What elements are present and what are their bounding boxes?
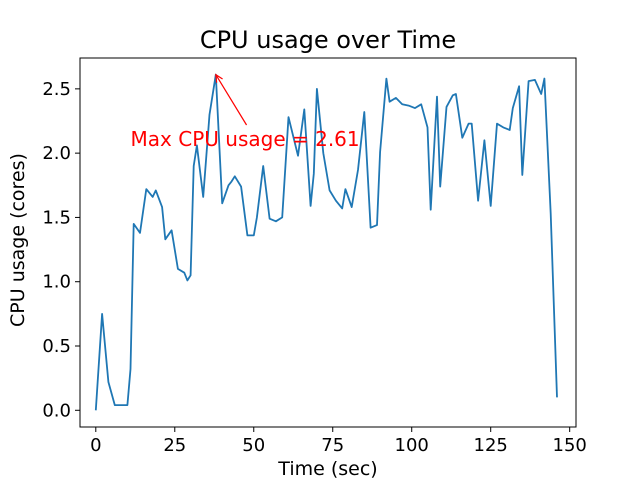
y-tick-label: 1.0 xyxy=(42,272,71,293)
y-tick-label: 2.5 xyxy=(42,79,71,100)
x-tick-label: 75 xyxy=(321,435,344,456)
y-tick-label: 2.0 xyxy=(42,143,71,164)
x-tick-label: 150 xyxy=(553,435,587,456)
axes-frame xyxy=(79,57,577,428)
x-axis-label: Time (sec) xyxy=(277,458,377,480)
plot-area: 0 25 50 75 100 125 150 0.0 0.5 1.0 1.5 2.0 2.5 Max CP… xyxy=(42,57,587,456)
x-tick-label: 50 xyxy=(242,435,265,456)
y-tick-label: 0.0 xyxy=(42,400,71,421)
y-axis-label: CPU usage (cores) xyxy=(7,153,29,327)
x-tick-label: 100 xyxy=(395,435,429,456)
x-tick-label: 0 xyxy=(90,435,101,456)
x-tick-label: 125 xyxy=(474,435,508,456)
y-tick-label: 0.5 xyxy=(42,336,71,357)
annotation-arrow xyxy=(215,74,248,126)
x-tick-label: 25 xyxy=(163,435,186,456)
cpu-usage-line xyxy=(94,73,558,411)
y-tick-label: 1.5 xyxy=(42,207,71,228)
chart-title: CPU usage over Time xyxy=(200,26,456,54)
annotation-label: Max CPU usage = 2.61 xyxy=(131,127,360,151)
annotation-arrowhead xyxy=(215,73,223,83)
